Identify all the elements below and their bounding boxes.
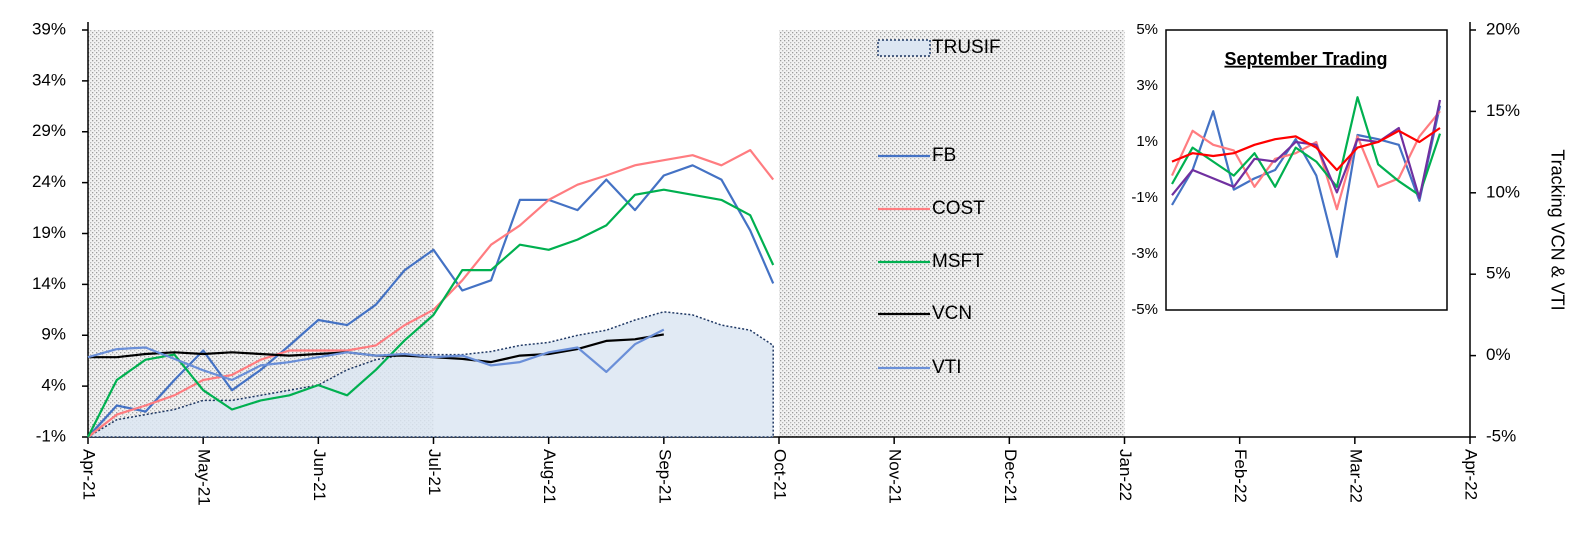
y-tick-label: 14%: [32, 274, 66, 293]
line: [87, 164, 775, 438]
inset-y-tick-label: -1%: [1131, 189, 1158, 206]
inset-title: September Trading: [1224, 49, 1387, 69]
line: [87, 149, 775, 438]
legend-label: TRUSIF: [932, 37, 1001, 58]
line: [1171, 105, 1442, 258]
x-tick-label: Apr-22: [1462, 449, 1481, 500]
inset-y-tick-label: 1%: [1136, 133, 1158, 150]
shading-layer: [88, 30, 1125, 437]
line: [1171, 127, 1441, 172]
x-tick-label: Mar-22: [1346, 449, 1365, 503]
inset-layer: 5% 3% 1% -1% -3% -5%: [1131, 21, 1442, 318]
y2-tick-label: 10%: [1486, 182, 1520, 201]
inset-frame: [1165, 29, 1448, 311]
inset-y-tick-label: 3%: [1136, 77, 1158, 94]
y-tick-label: 39%: [32, 19, 66, 38]
x-tick-label: Jan-22: [1116, 449, 1135, 501]
y-tick-label: 19%: [32, 223, 66, 242]
legend-swatch: [877, 39, 931, 57]
inset-y-tick-label: -3%: [1131, 245, 1158, 262]
y2-tick-label: 20%: [1486, 19, 1520, 38]
inset-y-tick-label: 5%: [1136, 21, 1158, 38]
y2-tick-label: -5%: [1486, 426, 1516, 445]
x-tick-label: Jul-21: [425, 449, 444, 495]
legend-label: FB: [932, 145, 956, 166]
y2-tick-label: 15%: [1486, 101, 1520, 120]
plot-layer: -1% 4% 9% 14% 19% 24% 29% 34% 39% -5% 0% 5% 10% 15% 20…: [32, 19, 1520, 505]
inset-y-tick-label: -5%: [1131, 301, 1158, 318]
y-tick-label: 29%: [32, 121, 66, 140]
x-tick-label: Aug-21: [540, 449, 559, 504]
y2-tick-label: 5%: [1486, 264, 1511, 283]
line: [87, 188, 775, 438]
x-tick-label: Apr-21: [80, 449, 99, 500]
shaded-span: [779, 30, 1125, 437]
x-tick-label: Jun-21: [310, 449, 329, 501]
x-tick-label: May-21: [195, 449, 214, 506]
x-tick-label: Dec-21: [1001, 449, 1020, 504]
line: [1171, 99, 1442, 200]
y2-axis-title: Tracking VCN & VTI: [1547, 149, 1567, 310]
legend-label: COST: [932, 198, 985, 219]
y-tick-label: 34%: [32, 70, 66, 89]
legend-shade-swatch: [878, 96, 930, 110]
line: [1171, 96, 1442, 197]
x-tick-label: Nov-21: [886, 449, 905, 504]
legend-label: VCN: [932, 303, 972, 324]
y-tick-label: 9%: [41, 325, 66, 344]
x-tick-label: Oct-21: [771, 449, 790, 500]
legend-label: MSFT: [932, 251, 984, 272]
y-tick-label: 4%: [41, 376, 66, 395]
legend-label: VTI: [932, 357, 962, 378]
y2-tick-label: 0%: [1486, 345, 1511, 364]
x-tick-label: Feb-22: [1231, 449, 1250, 503]
x-tick-label: Sep-21: [655, 449, 674, 504]
y-tick-label: -1%: [36, 426, 66, 445]
y-tick-label: 24%: [32, 172, 66, 191]
line: [87, 328, 665, 382]
